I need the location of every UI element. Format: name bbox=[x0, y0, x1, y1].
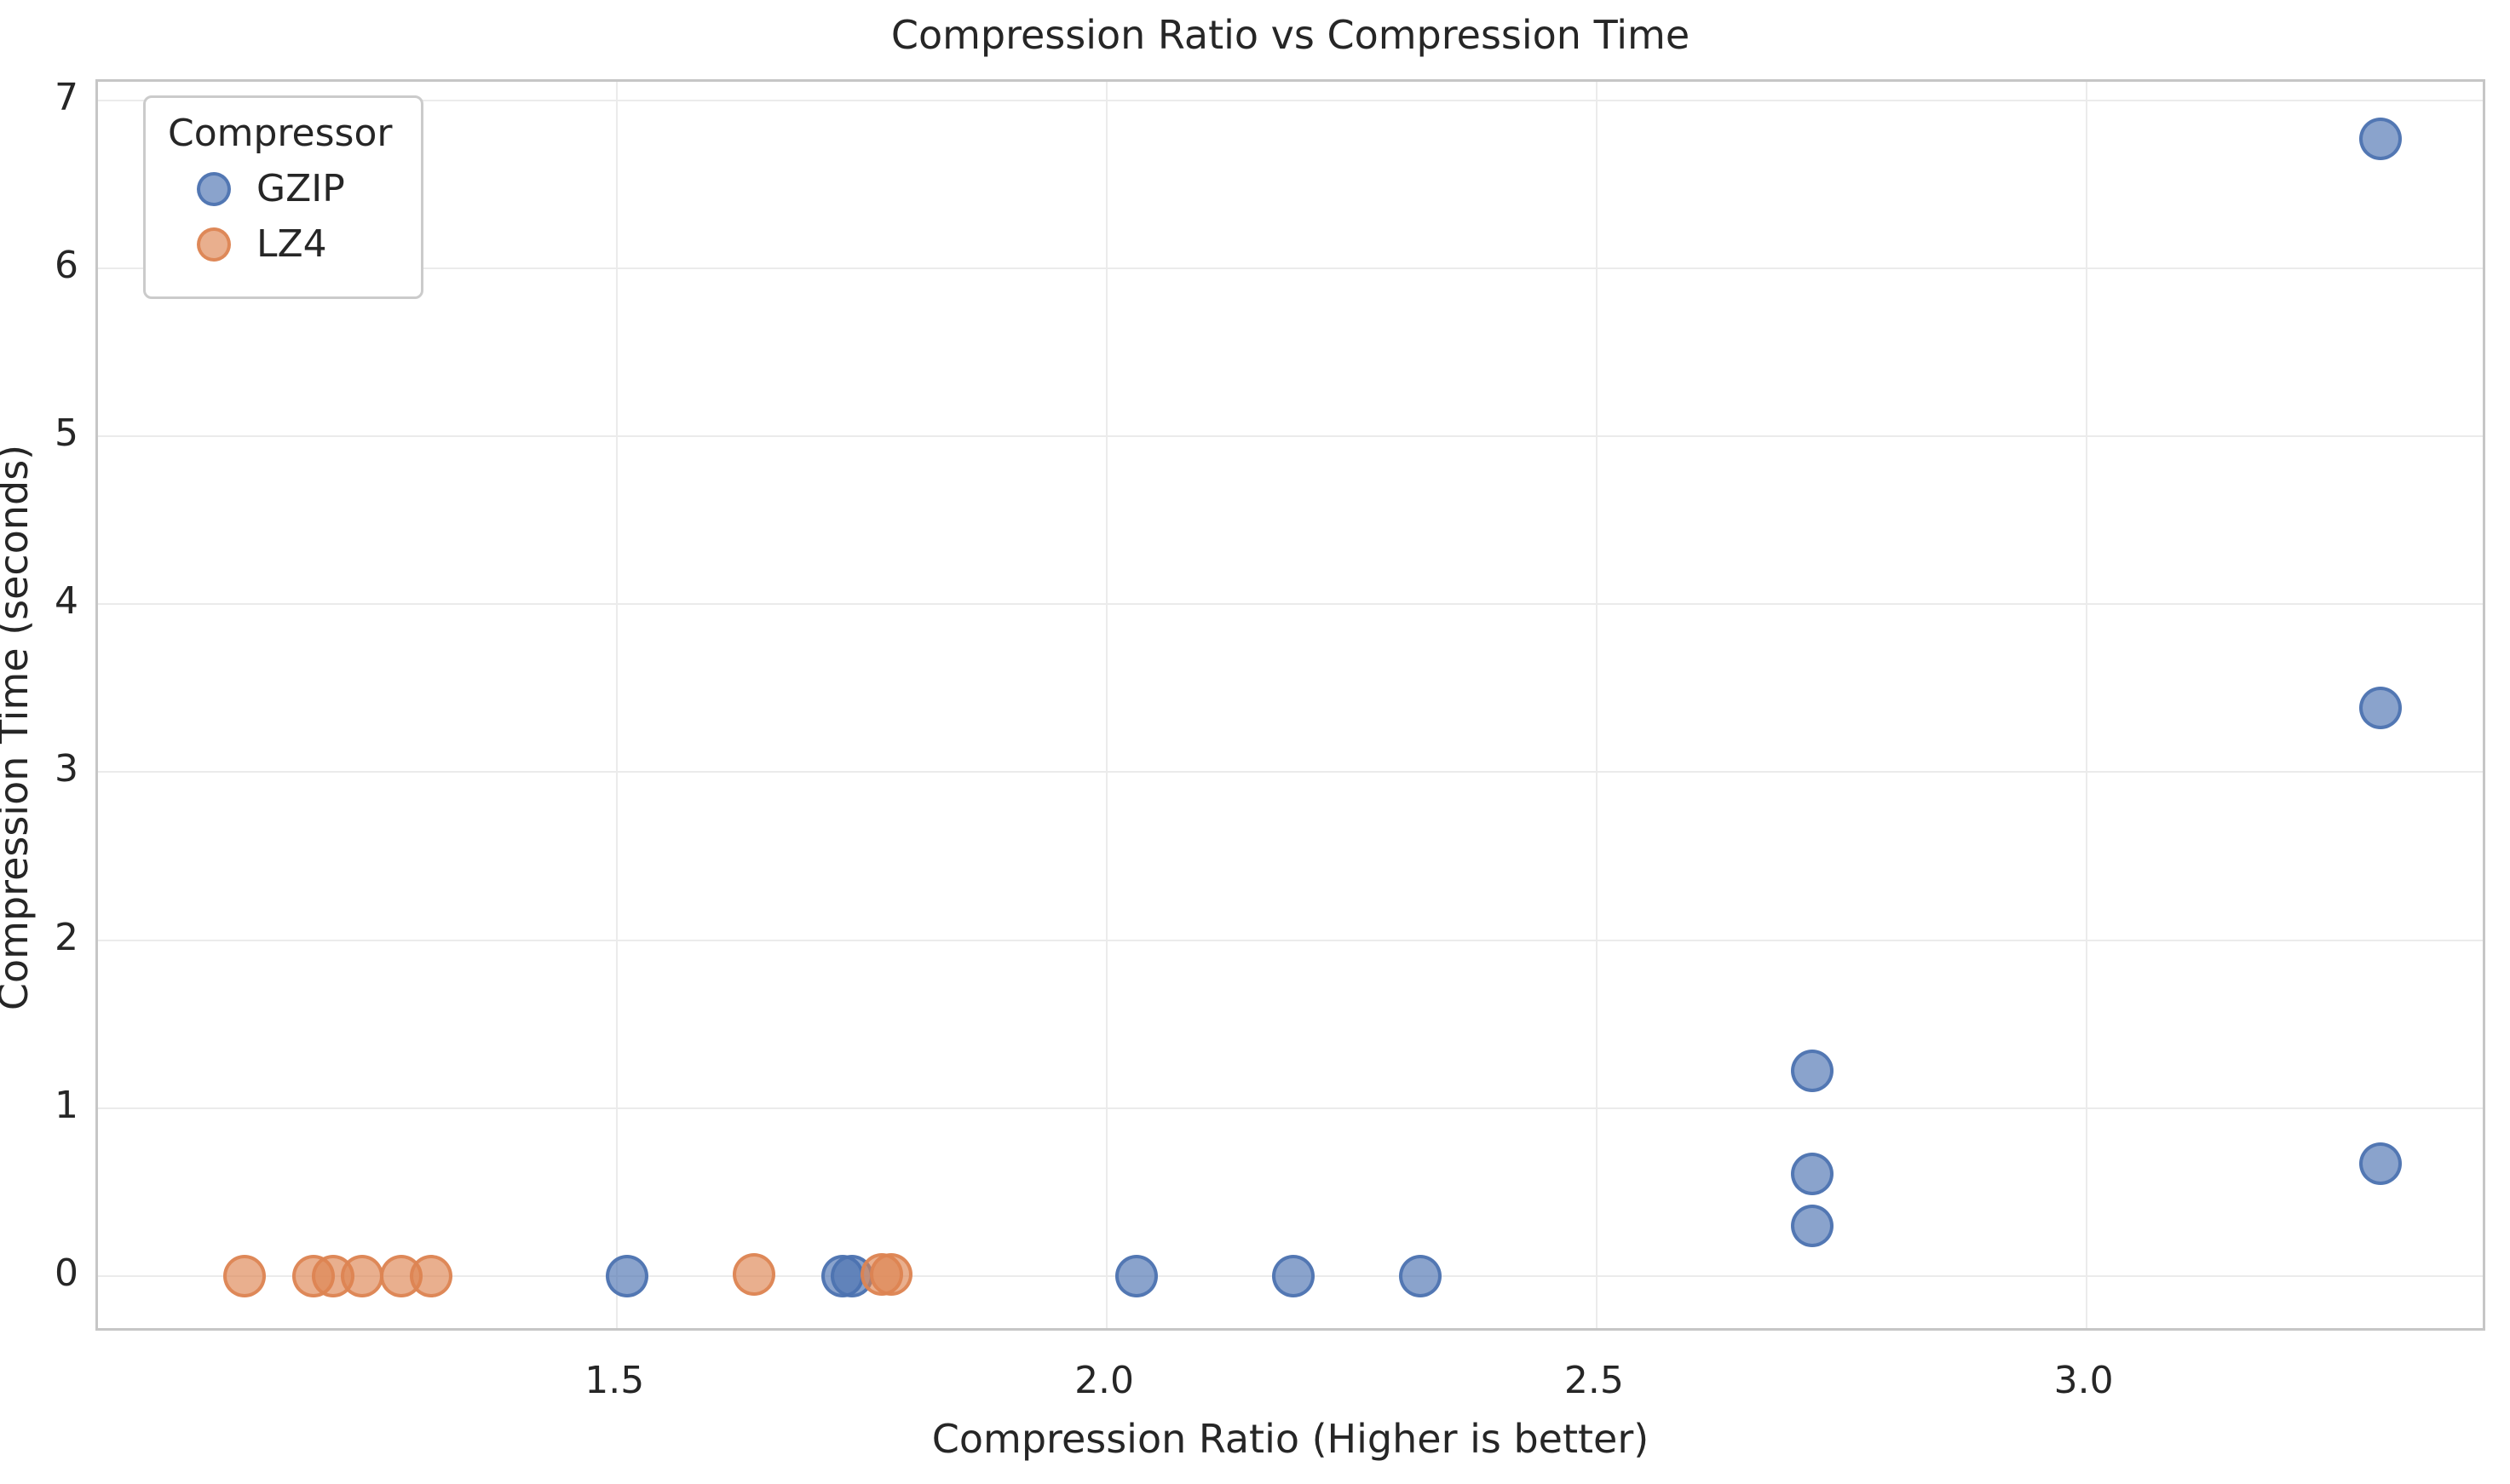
y-tick-label: 2 bbox=[55, 915, 78, 959]
x-gridline bbox=[1595, 82, 1598, 1328]
scatter-point-lz4 bbox=[870, 1252, 913, 1296]
y-gridline bbox=[98, 1107, 2483, 1109]
y-gridline bbox=[98, 939, 2483, 941]
legend-row-lz4: LZ4 bbox=[197, 222, 392, 266]
y-gridline bbox=[98, 267, 2483, 269]
y-axis-label: Compression Time (seconds) bbox=[0, 444, 37, 1011]
x-gridline bbox=[2085, 82, 2087, 1328]
y-tick-label: 0 bbox=[55, 1251, 78, 1295]
scatter-point-lz4 bbox=[223, 1254, 267, 1297]
scatter-point-gzip bbox=[1790, 1204, 1834, 1247]
legend-label-lz4: LZ4 bbox=[256, 222, 327, 266]
plot-area bbox=[95, 79, 2485, 1331]
x-axis-label: Compression Ratio (Higher is better) bbox=[931, 1416, 1649, 1462]
scatter-point-gzip bbox=[1271, 1254, 1315, 1297]
y-tick-label: 4 bbox=[55, 579, 78, 624]
scatter-point-gzip bbox=[2358, 118, 2402, 161]
scatter-point-gzip bbox=[1790, 1152, 1834, 1195]
gzip-marker-icon bbox=[197, 171, 231, 206]
y-gridline bbox=[98, 771, 2483, 774]
x-gridline bbox=[1106, 82, 1108, 1328]
x-tick-label: 1.5 bbox=[584, 1359, 645, 1402]
scatter-point-lz4 bbox=[409, 1254, 452, 1297]
scatter-point-lz4 bbox=[341, 1254, 384, 1297]
chart-title: Compression Ratio vs Compression Time bbox=[890, 12, 1690, 58]
y-gridline bbox=[98, 99, 2483, 101]
scatter-point-gzip bbox=[2358, 1142, 2402, 1185]
legend-label-gzip: GZIP bbox=[256, 167, 345, 210]
y-tick-label: 6 bbox=[55, 243, 78, 287]
scatter-point-lz4 bbox=[733, 1252, 776, 1296]
y-tick-label: 1 bbox=[55, 1083, 78, 1127]
lz4-marker-icon bbox=[197, 227, 231, 262]
legend: Compressor GZIP LZ4 bbox=[143, 95, 424, 299]
scatter-point-gzip bbox=[1114, 1254, 1158, 1297]
y-tick-label: 3 bbox=[55, 747, 78, 791]
scatter-point-gzip bbox=[2358, 687, 2402, 730]
x-tick-label: 2.0 bbox=[1074, 1359, 1135, 1402]
x-tick-label: 2.5 bbox=[1563, 1359, 1624, 1402]
x-tick-label: 3.0 bbox=[2053, 1359, 2114, 1402]
x-gridline bbox=[616, 82, 619, 1328]
y-tick-label: 5 bbox=[55, 411, 78, 456]
y-tick-label: 7 bbox=[55, 75, 78, 119]
scatter-point-gzip bbox=[1790, 1050, 1834, 1093]
scatter-point-gzip bbox=[605, 1254, 648, 1297]
scatter-point-gzip bbox=[1398, 1254, 1442, 1297]
legend-row-gzip: GZIP bbox=[197, 167, 392, 210]
y-gridline bbox=[98, 603, 2483, 606]
legend-title: Compressor bbox=[168, 112, 393, 155]
y-gridline bbox=[98, 435, 2483, 438]
